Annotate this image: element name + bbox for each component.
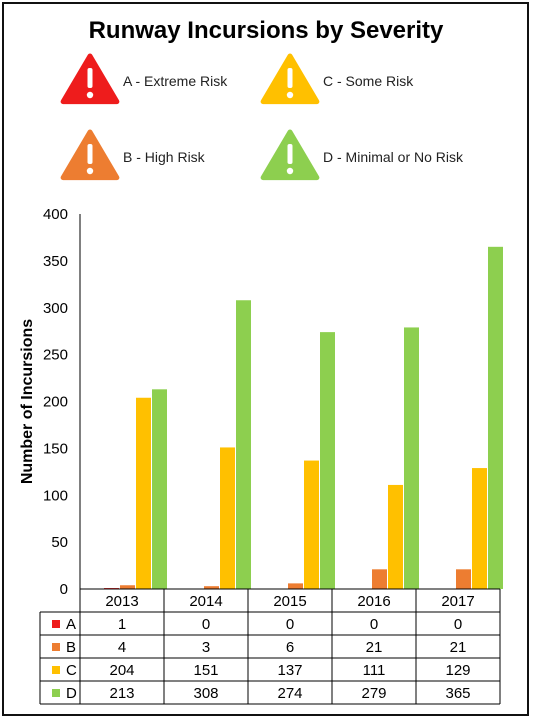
warning-triangle-icon: [260, 129, 320, 181]
legend-label-D: D - Minimal or No Risk: [323, 149, 464, 165]
table-cell: 21: [366, 639, 383, 656]
table-cell: 1: [118, 616, 126, 633]
table-cell: 274: [277, 685, 302, 702]
x-tick-label: 2015: [273, 593, 306, 610]
x-tick-label: 2016: [357, 593, 390, 610]
table-cell: 279: [361, 685, 386, 702]
table-cell: 0: [202, 616, 210, 633]
legend-label-C: C - Some Risk: [323, 73, 414, 89]
bar-B-2013: [120, 585, 135, 589]
y-tick-label: 0: [60, 581, 68, 598]
bar-C-2015: [304, 460, 319, 589]
y-tick-label: 350: [43, 253, 68, 270]
y-tick-label: 400: [43, 206, 68, 223]
table-cell: 129: [445, 662, 470, 679]
y-tick-label: 50: [51, 534, 68, 551]
bar-D-2016: [404, 327, 419, 589]
table-cell: 3: [202, 639, 210, 656]
table-cell: 308: [193, 685, 218, 702]
table-series-label: A: [66, 616, 76, 633]
warning-triangle-icon: [260, 53, 320, 105]
chart-title: Runway Incursions by Severity: [89, 17, 444, 44]
bar-D-2014: [236, 300, 251, 589]
x-tick-label: 2013: [105, 593, 138, 610]
table-series-label: B: [66, 639, 76, 656]
bar-D-2017: [488, 246, 503, 589]
table-cell: 0: [454, 616, 462, 633]
y-tick-label: 300: [43, 300, 68, 317]
table-cell: 204: [109, 662, 134, 679]
table-cell: 21: [450, 639, 467, 656]
bar-C-2017: [472, 468, 487, 589]
table-series-label: D: [66, 685, 77, 702]
warning-triangle-icon: [60, 129, 120, 181]
y-axis-title: Number of Incursions: [19, 319, 36, 484]
bar-B-2014: [204, 586, 219, 589]
table-legend-key-A: [52, 620, 60, 628]
bar-B-2016: [372, 569, 387, 589]
y-tick-label: 250: [43, 347, 68, 364]
y-tick-label: 100: [43, 487, 68, 504]
legend-label-A: A - Extreme Risk: [123, 73, 228, 89]
y-tick-label: 150: [43, 440, 68, 457]
warning-triangle-icon: [60, 53, 120, 105]
legend-label-B: B - High Risk: [123, 149, 206, 165]
bar-D-2013: [152, 389, 167, 589]
table-series-label: C: [66, 662, 77, 679]
table-cell: 4: [118, 639, 126, 656]
bar-D-2015: [320, 332, 335, 589]
table-cell: 365: [445, 685, 470, 702]
x-tick-label: 2014: [189, 593, 222, 610]
bar-B-2015: [288, 583, 303, 589]
x-tick-label: 2017: [441, 593, 474, 610]
table-cell: 0: [286, 616, 294, 633]
bar-C-2013: [136, 397, 151, 589]
table-cell: 111: [363, 662, 386, 679]
table-legend-key-C: [52, 666, 60, 674]
y-tick-label: 200: [43, 394, 68, 411]
table-cell: 137: [277, 662, 302, 679]
table-legend-key-D: [52, 689, 60, 697]
table-cell: 6: [286, 639, 294, 656]
table-cell: 0: [370, 616, 378, 633]
bar-B-2017: [456, 569, 471, 589]
table-cell: 151: [193, 662, 218, 679]
table-legend-key-B: [52, 643, 60, 651]
bar-C-2014: [220, 447, 235, 589]
bar-C-2016: [388, 484, 403, 589]
table-cell: 213: [109, 685, 134, 702]
